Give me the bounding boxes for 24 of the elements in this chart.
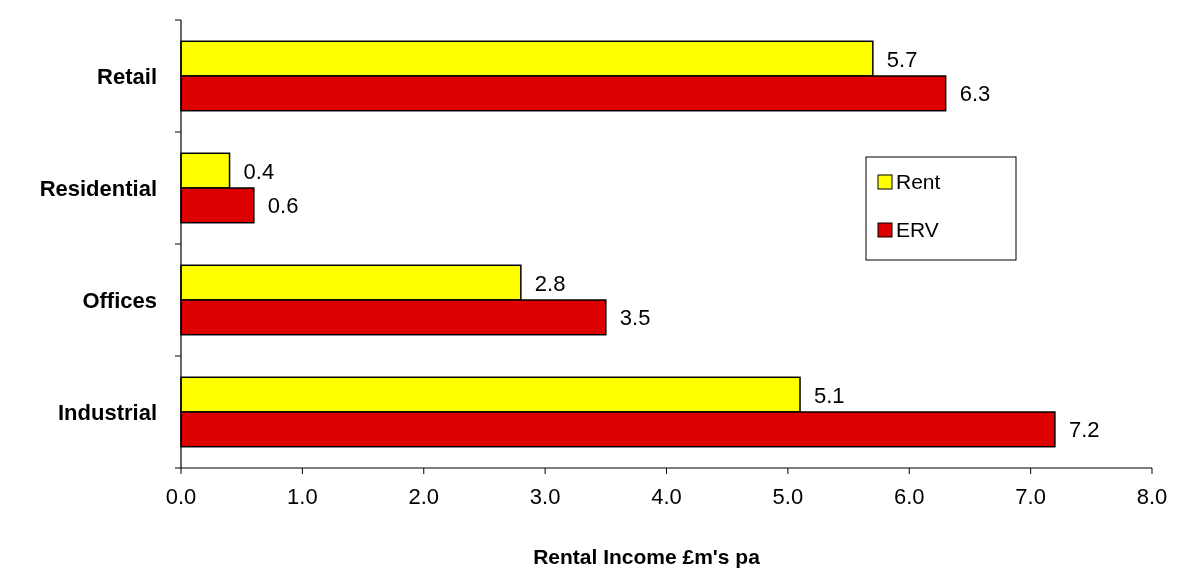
data-label: 5.7 xyxy=(886,46,918,72)
x-tick-label: 5.0 xyxy=(772,484,804,509)
data-label: 0.6 xyxy=(267,193,299,219)
x-tick-label: 0.0 xyxy=(165,484,197,509)
x-tick-label: 8.0 xyxy=(1136,484,1168,509)
data-label: 0.4 xyxy=(243,158,275,184)
data-label: 6.3 xyxy=(959,81,991,107)
x-tick-label: 3.0 xyxy=(529,484,561,509)
data-label: 5.1 xyxy=(814,382,845,408)
x-tick-label: 1.0 xyxy=(287,484,318,509)
x-tick-label: 2.0 xyxy=(408,484,440,509)
data-label: 3.5 xyxy=(619,305,651,331)
data-label: 2.8 xyxy=(534,270,566,296)
y-tick-label: Industrial xyxy=(57,400,157,425)
x-axis-title: Rental Income £m's pa xyxy=(533,545,761,568)
y-tick-label: Residential xyxy=(39,176,157,201)
y-tick-label: Retail xyxy=(97,64,157,89)
x-tick-label: 7.0 xyxy=(1015,484,1046,509)
legend-label: ERV xyxy=(896,218,939,241)
y-tick-label: Offices xyxy=(82,288,157,313)
legend-label: Rent xyxy=(896,170,941,193)
data-label: 7.2 xyxy=(1068,417,1100,443)
x-tick-label: 4.0 xyxy=(651,484,682,509)
x-tick-label: 6.0 xyxy=(893,484,925,509)
